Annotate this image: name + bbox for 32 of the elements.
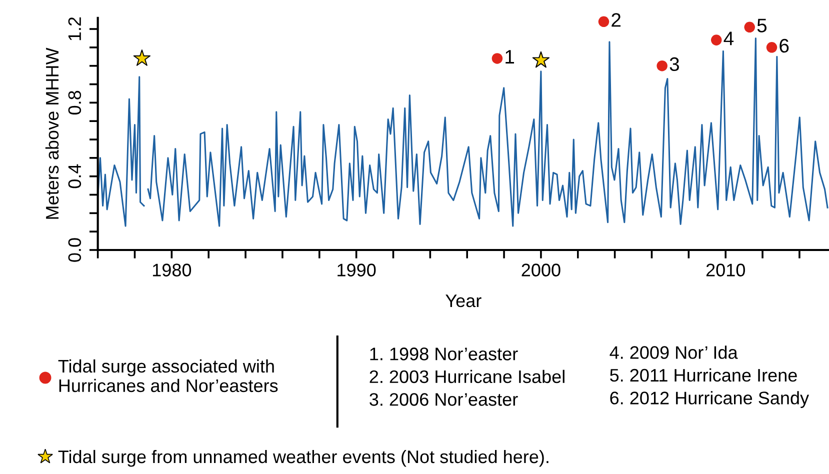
x-tick-label: 1990 bbox=[338, 264, 376, 276]
text: 4. 2009 Nor’ Ida bbox=[610, 346, 738, 359]
annotation: 4 bbox=[724, 32, 734, 46]
point bbox=[598, 16, 610, 28]
y-axis-title: Meters above MHHW bbox=[45, 48, 59, 219]
x-tick-label: 2000 bbox=[522, 264, 560, 276]
text: 6. 2012 Hurricane Sandy bbox=[610, 391, 810, 408]
point bbox=[710, 34, 722, 46]
legend-label: Tidal surge from unnamed weather events (Not studied here). bbox=[58, 450, 548, 467]
point bbox=[656, 60, 668, 72]
annotation: 5 bbox=[757, 18, 767, 32]
annotation: 3 bbox=[670, 57, 679, 72]
y-tick-label: 1.2 bbox=[68, 17, 81, 40]
annotation: 1 bbox=[506, 50, 514, 64]
text: 1. 1998 Nor’easter bbox=[370, 348, 518, 360]
legend-label: Tidal surge associated with Hurricanes and Nor’easters bbox=[58, 359, 278, 392]
point bbox=[744, 22, 755, 33]
y-tick-label: 0.4 bbox=[68, 164, 82, 188]
point bbox=[492, 53, 503, 64]
x-tick-label: 1980 bbox=[152, 264, 192, 276]
point bbox=[532, 51, 550, 68]
y-tick-label: 0.8 bbox=[68, 90, 82, 115]
point bbox=[133, 49, 151, 66]
annotation: 2 bbox=[612, 13, 621, 27]
text: 3. 2006 Nor’easter bbox=[370, 393, 518, 406]
x-axis-title: Year bbox=[446, 294, 482, 308]
x-tick-label: 2010 bbox=[706, 264, 745, 276]
annotation: 6 bbox=[780, 38, 789, 53]
y-tick-label: 0.0 bbox=[68, 238, 82, 262]
text: 2. 2003 Hurricane Isabel bbox=[370, 370, 564, 384]
text: 5. 2011 Hurricane Irene bbox=[610, 368, 797, 382]
point bbox=[766, 42, 778, 53]
